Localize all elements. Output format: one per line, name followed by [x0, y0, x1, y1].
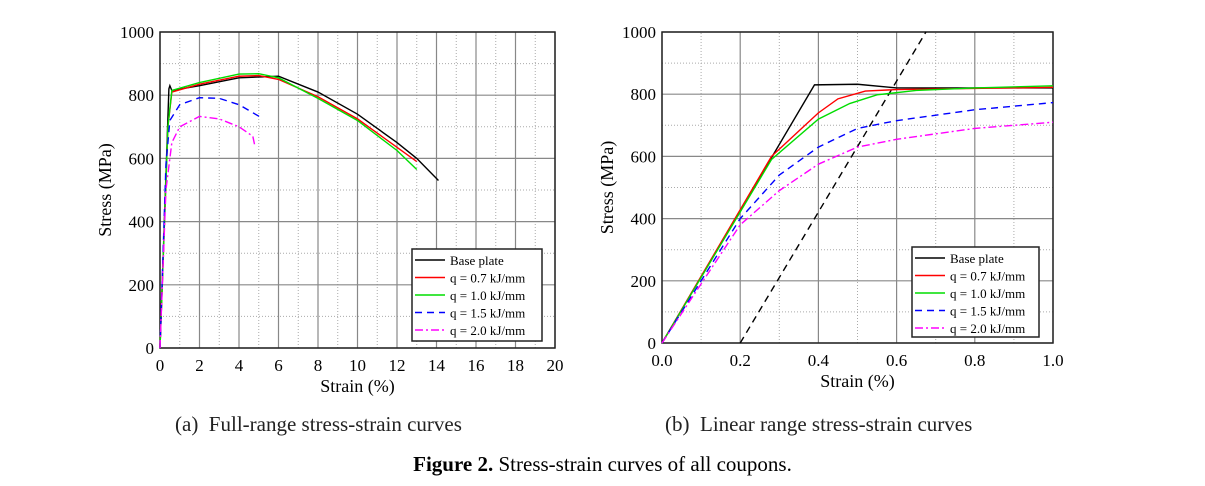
y-tick-label: 800: [631, 85, 657, 104]
figure-caption: Figure 2. Stress-strain curves of all co…: [0, 452, 1205, 477]
caption-b: (b) Linear range stress-strain curves: [665, 412, 973, 436]
y-tick-label: 0: [648, 334, 657, 353]
x-tick-label: 6: [274, 356, 283, 375]
series-line-2: [661, 85, 1054, 344]
legend-label: Base plate: [950, 251, 1004, 266]
series-line-2: [159, 73, 418, 349]
figure-text: Stress-strain curves of all coupons.: [493, 452, 792, 476]
y-tick-label: 1000: [622, 23, 656, 42]
legend-label: q = 1.5 kJ/mm: [950, 304, 1025, 319]
plot-frame: [159, 31, 556, 349]
x-tick-label: 1.0: [1042, 351, 1063, 370]
series-line-3: [661, 101, 1054, 344]
x-axis-label: Strain (%): [820, 371, 894, 392]
series-line-3: [159, 97, 262, 349]
x-tick-label: 12: [389, 356, 406, 375]
y-tick-label: 1000: [120, 23, 154, 42]
x-tick-label: 14: [428, 356, 446, 375]
y-tick-label: 600: [631, 147, 657, 166]
legend: Base plate q = 0.7 kJ/mm q = 1.0 kJ/mm q = …: [911, 246, 1040, 338]
legend: Base plate q = 0.7 kJ/mm q = 1.0 kJ/mm q = …: [411, 248, 543, 342]
series-line-4: [661, 121, 1054, 344]
legend-label: Base plate: [450, 253, 504, 268]
offset-line: [739, 31, 927, 344]
x-tick-label: 4: [235, 356, 244, 375]
y-tick-label: 600: [129, 149, 155, 168]
legend-label: q = 0.7 kJ/mm: [950, 269, 1025, 284]
x-tick-label: 0.4: [808, 351, 830, 370]
legend-label: q = 2.0 kJ/mm: [950, 321, 1025, 336]
y-axis-label: Stress (MPa): [597, 141, 618, 235]
legend-label: q = 1.5 kJ/mm: [450, 306, 525, 321]
y-tick-label: 200: [129, 276, 155, 295]
legend-label: q = 2.0 kJ/mm: [450, 323, 525, 338]
legend-label: q = 1.0 kJ/mm: [950, 286, 1025, 301]
y-tick-label: 400: [129, 213, 155, 232]
legend-label: q = 1.0 kJ/mm: [450, 288, 525, 303]
y-tick-label: 800: [129, 86, 155, 105]
y-tick-label: 400: [631, 210, 657, 229]
legend-box: [911, 246, 1040, 338]
x-axis-label: Strain (%): [320, 376, 394, 397]
x-tick-label: 20: [547, 356, 564, 375]
series-line-0: [159, 75, 439, 349]
x-tick-label: 0.0: [651, 351, 672, 370]
y-axis-label: Stress (MPa): [95, 143, 116, 237]
x-tick-label: 8: [314, 356, 323, 375]
figure-label: Figure 2.: [413, 452, 494, 476]
x-tick-label: 0: [156, 356, 165, 375]
y-tick-label: 0: [146, 339, 155, 358]
x-tick-label: 0.6: [886, 351, 907, 370]
x-tick-label: 2: [195, 356, 204, 375]
y-tick-label: 200: [631, 272, 657, 291]
x-tick-label: 0.8: [964, 351, 985, 370]
x-tick-label: 0.2: [730, 351, 751, 370]
series-line-4: [159, 115, 256, 349]
caption-a: (a) Full-range stress-strain curves: [175, 412, 462, 436]
x-tick-label: 18: [507, 356, 524, 375]
x-tick-label: 10: [349, 356, 366, 375]
plot-frame: [661, 31, 1054, 344]
x-tick-label: 16: [468, 356, 485, 375]
legend-label: q = 0.7 kJ/mm: [450, 271, 525, 286]
chart-a: 0 2 4 6 8 10 12 14 16 18 2002004006008001000Strain…: [95, 23, 564, 397]
chart-b: 0.0 0.2 0.4 0.6 0.8 1.0 0 200 400 600 800 1000 Strai…: [597, 23, 1064, 392]
series-line-1: [661, 86, 1054, 344]
